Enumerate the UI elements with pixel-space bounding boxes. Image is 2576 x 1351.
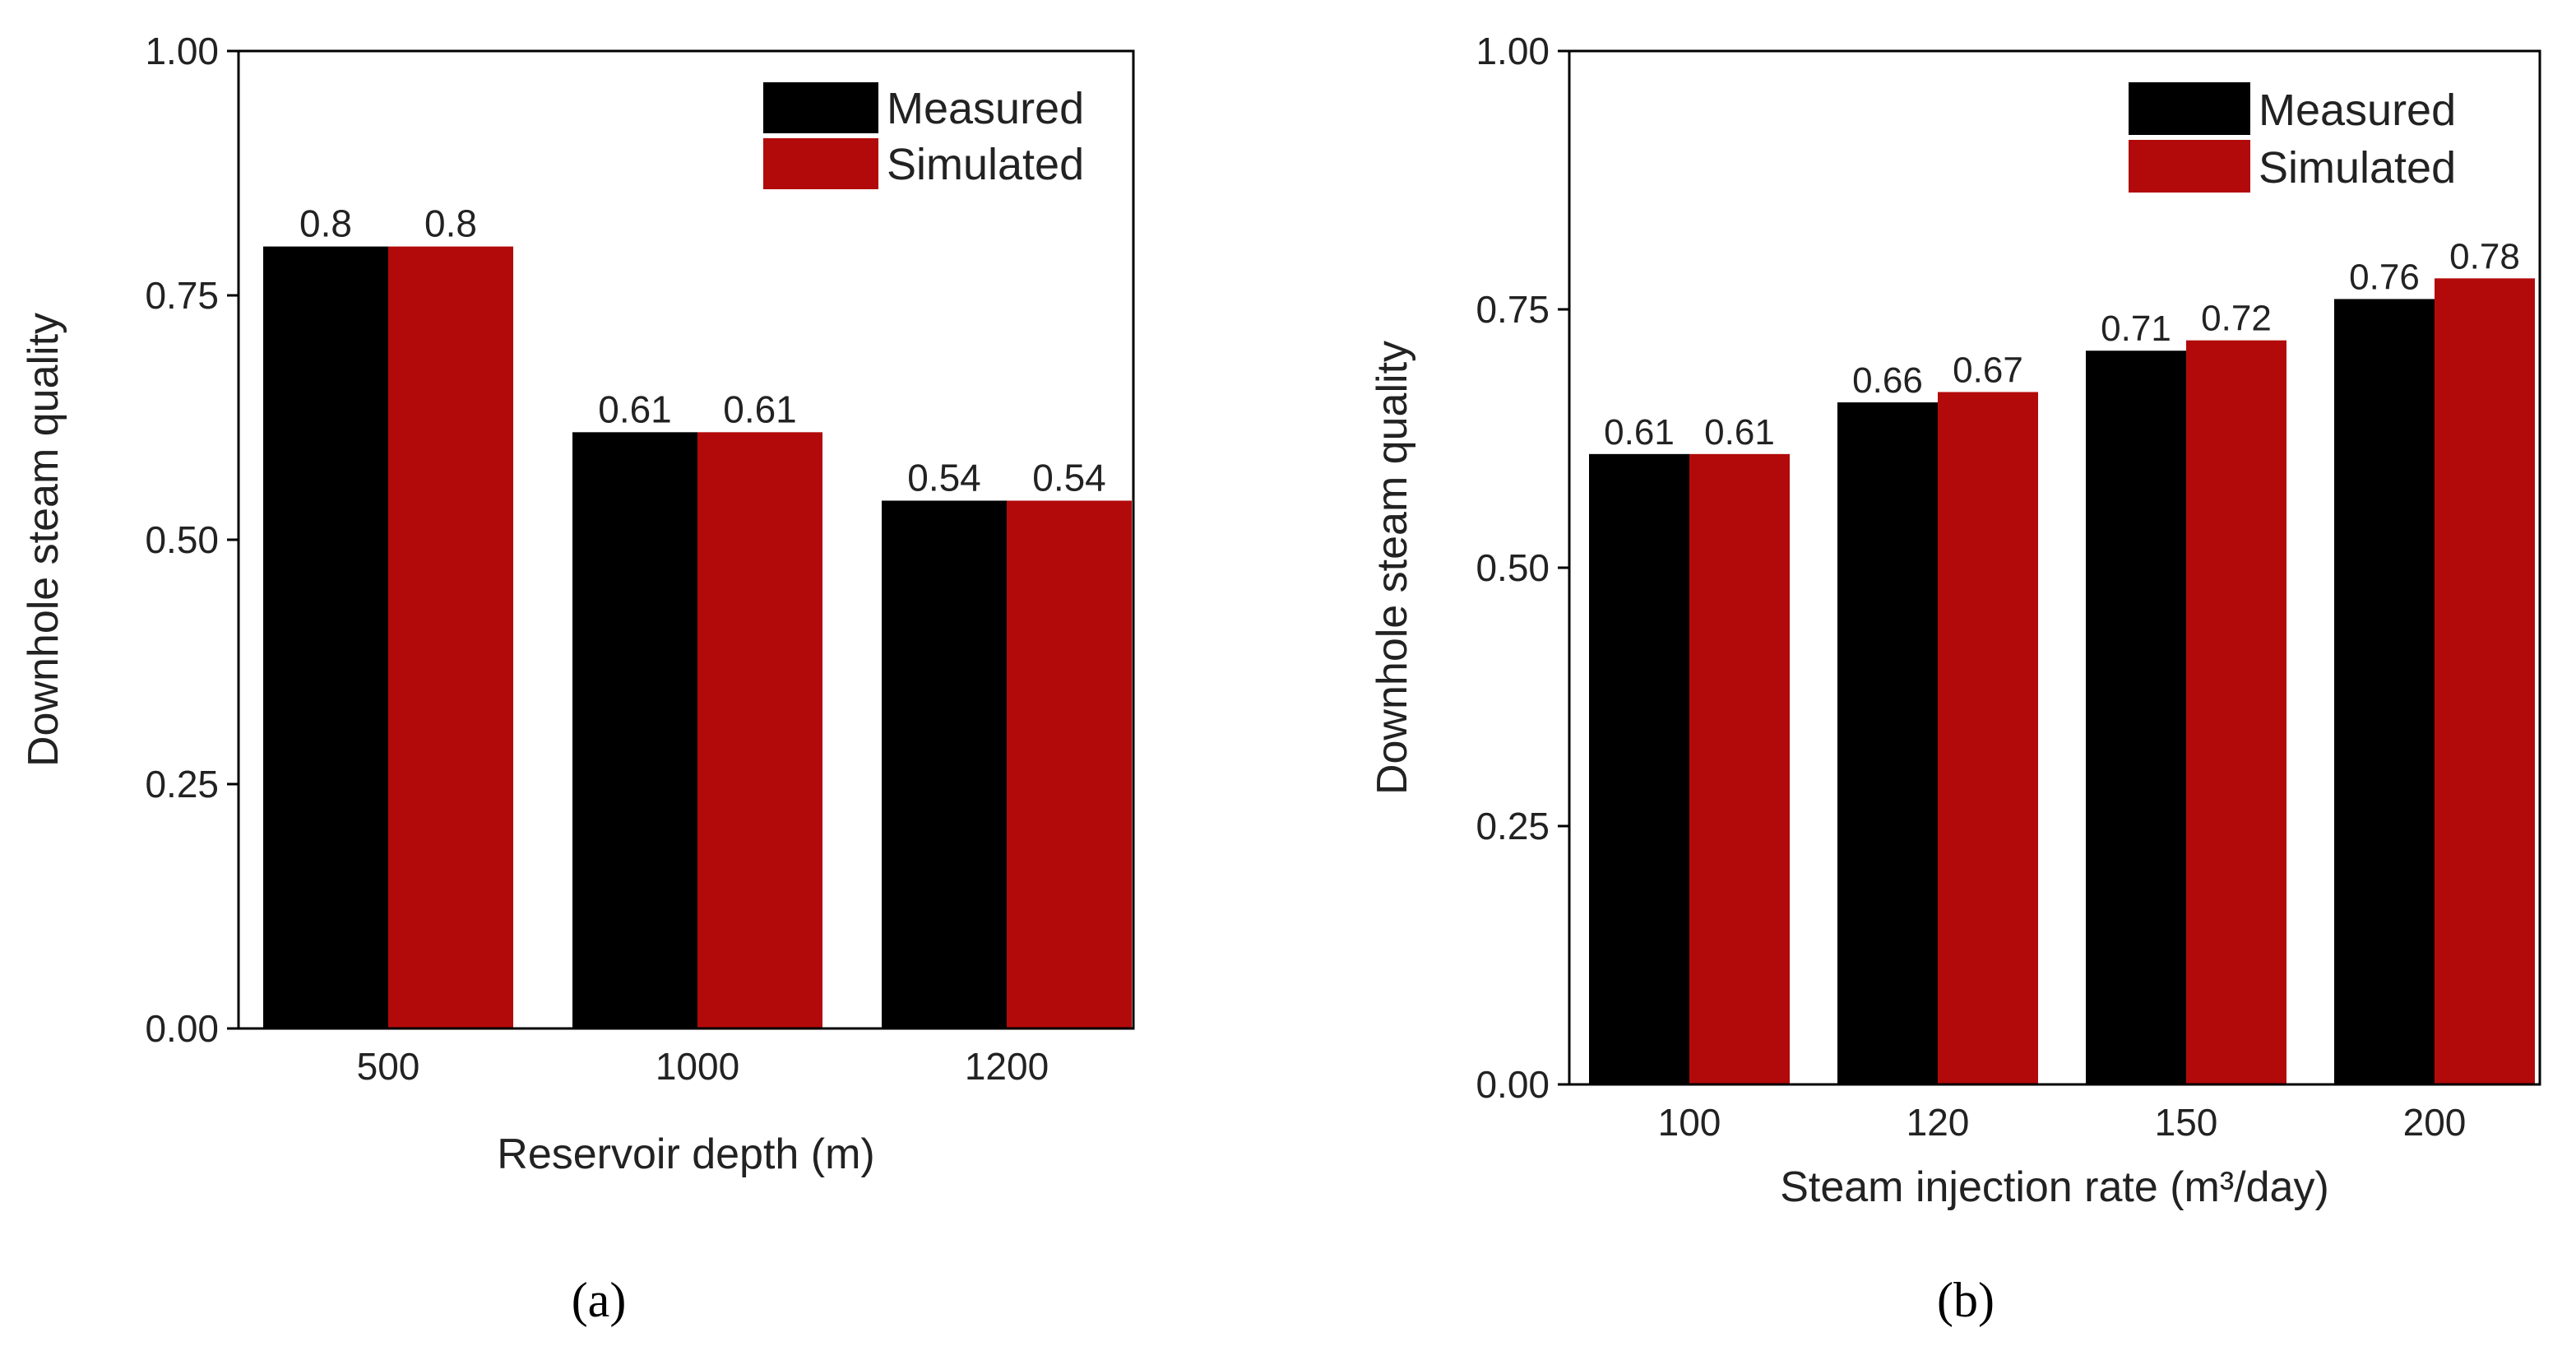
bar-simulated-200: [2435, 278, 2535, 1084]
bar-measured-1200: [882, 500, 1007, 1028]
x-tick-label-200: 200: [2403, 1101, 2467, 1144]
legend-swatch-simulated: [2129, 140, 2250, 193]
data-label-simulated-1000: 0.61: [723, 388, 797, 430]
legend-label-simulated: Simulated: [2259, 143, 2456, 193]
legend-swatch-simulated: [763, 138, 878, 189]
x-axis-label: Reservoir depth (m): [497, 1130, 874, 1178]
data-label-measured-150: 0.71: [2101, 309, 2171, 349]
bar-measured-100: [1589, 453, 1689, 1084]
panel-label-a: (a): [572, 1273, 627, 1327]
bar-simulated-1200: [1007, 500, 1132, 1028]
legend-swatch-measured: [2129, 82, 2250, 135]
bar-simulated-150: [2186, 340, 2286, 1084]
data-label-measured-200: 0.76: [2349, 257, 2420, 297]
legend-label-measured: Measured: [2259, 86, 2456, 135]
x-tick-label-120: 120: [1907, 1101, 1970, 1144]
data-label-measured-1200: 0.54: [907, 456, 981, 499]
y-tick-label-0.75: 0.75: [145, 274, 219, 317]
legend-label-simulated: Simulated: [887, 140, 1084, 189]
y-tick-label-0.25: 0.25: [1476, 805, 1550, 847]
bar-measured-200: [2334, 299, 2435, 1084]
x-axis-label: Steam injection rate (m³/day): [1780, 1163, 2329, 1211]
data-label-simulated-200: 0.78: [2449, 236, 2520, 276]
y-tick-label-1.00: 1.00: [1476, 30, 1550, 72]
data-label-measured-100: 0.61: [1604, 412, 1675, 453]
legend: Measured Simulated: [2129, 82, 2456, 193]
y-axis-label: Downhole steam quality: [20, 313, 67, 767]
data-label-measured-1000: 0.61: [598, 388, 672, 430]
legend: Measured Simulated: [763, 82, 1084, 189]
panel-label-b: (b): [1937, 1273, 1995, 1327]
legend-label-measured: Measured: [887, 84, 1084, 133]
y-tick-label-0.00: 0.00: [1476, 1063, 1550, 1106]
bar-measured-120: [1837, 402, 1938, 1084]
y-tick-label-0.75: 0.75: [1476, 288, 1550, 331]
bar-simulated-100: [1689, 453, 1790, 1084]
x-tick-label-100: 100: [1658, 1101, 1721, 1144]
plot-frame: [1568, 49, 2541, 1086]
data-label-simulated-120: 0.67: [1953, 350, 2023, 390]
y-tick-label-0.25: 0.25: [145, 763, 219, 805]
x-tick-label-1200: 1200: [965, 1045, 1049, 1088]
y-tick-label-1.00: 1.00: [145, 30, 219, 72]
data-label-measured-120: 0.66: [1852, 360, 1923, 401]
bar-measured-500: [263, 246, 388, 1029]
y-tick-label-0.00: 0.00: [145, 1007, 219, 1050]
x-tick-label-1000: 1000: [656, 1045, 739, 1088]
data-label-simulated-150: 0.72: [2201, 299, 2272, 339]
bar-measured-150: [2086, 351, 2186, 1084]
chart-a: 0.8 0.8 500 0.61 0.61 1000 0.54 0.54 1200 0.00 0.2…: [20, 30, 1135, 1327]
y-axis-label: Downhole steam quality: [1369, 341, 1416, 795]
data-label-measured-500: 0.8: [299, 202, 352, 245]
data-label-simulated-1200: 0.54: [1032, 456, 1106, 499]
data-label-simulated-100: 0.61: [1704, 412, 1775, 453]
legend-swatch-measured: [763, 82, 878, 133]
data-label-simulated-500: 0.8: [424, 202, 477, 245]
bar-simulated-1000: [697, 432, 822, 1028]
y-tick-label-0.50: 0.50: [1476, 546, 1550, 589]
y-tick-label-0.50: 0.50: [145, 518, 219, 561]
x-tick-label-150: 150: [2155, 1101, 2218, 1144]
x-tick-label-500: 500: [357, 1045, 420, 1088]
bar-simulated-120: [1938, 392, 2038, 1085]
plot-frame: [237, 49, 1135, 1030]
bar-measured-1000: [572, 432, 697, 1028]
bar-simulated-500: [388, 246, 513, 1029]
chart-b: 0.61 0.61 100 0.66 0.67 120 0.71 0.72 150 0.76 0.7…: [1369, 30, 2541, 1327]
